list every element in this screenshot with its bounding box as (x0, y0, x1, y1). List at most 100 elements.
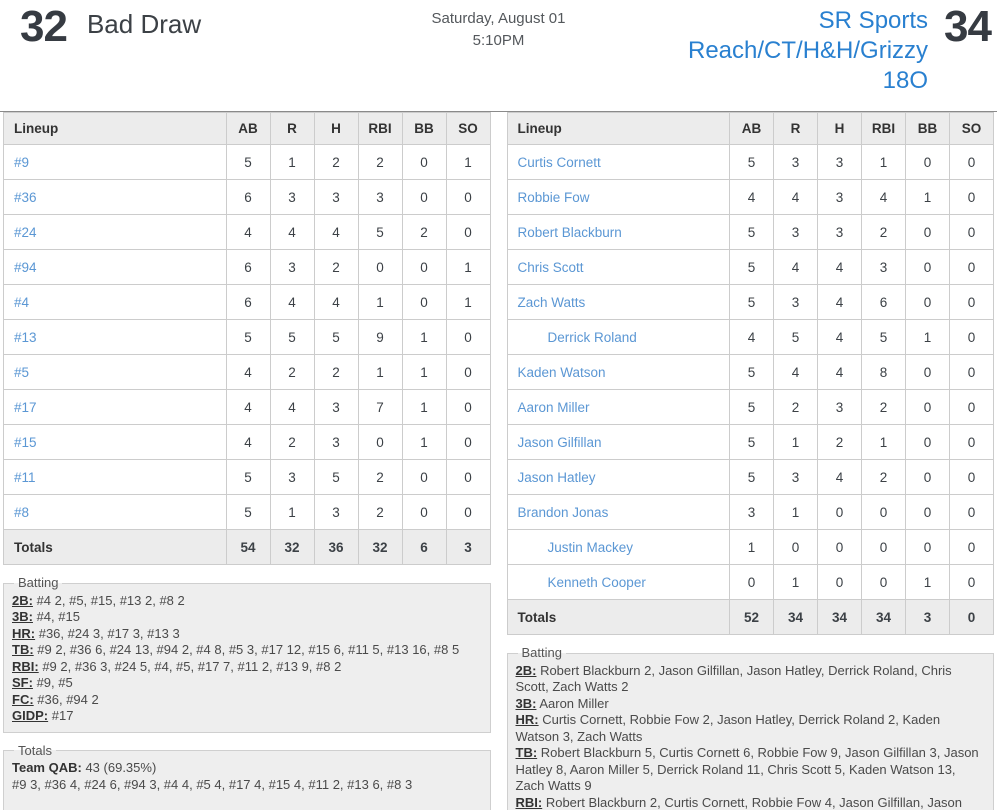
player-link[interactable]: Kaden Watson (517, 364, 606, 380)
player-link[interactable]: #15 (14, 434, 37, 450)
stat-cell: 1 (729, 529, 774, 565)
stat-cell: 0 (905, 284, 950, 320)
stat-cell: 0 (357, 424, 403, 460)
player-link[interactable]: #9 (14, 154, 30, 170)
player-name-cell: Robert Blackburn (506, 214, 730, 250)
player-name-cell: #36 (3, 179, 227, 215)
column-header-h: H (313, 112, 359, 145)
stat-cell: 5 (729, 214, 774, 250)
player-link[interactable]: Derrick Roland (547, 329, 637, 345)
player-link[interactable]: Aaron Miller (517, 399, 590, 415)
player-link[interactable]: Curtis Cornett (517, 154, 601, 170)
player-link[interactable]: #24 (14, 224, 37, 240)
stat-cell: 1 (445, 144, 491, 180)
player-name-cell: #15 (3, 424, 227, 460)
stat-cell: 2 (861, 459, 906, 495)
stat-cell: 0 (861, 494, 906, 530)
player-name-cell: #11 (3, 459, 227, 495)
totals-stat-cell: 34 (861, 599, 906, 635)
stat-cell: 0 (949, 214, 994, 250)
player-link[interactable]: #11 (14, 469, 36, 485)
player-link[interactable]: Robert Blackburn (517, 224, 622, 240)
stat-cell: 0 (861, 564, 906, 600)
player-link[interactable]: Robbie Fow (517, 189, 590, 205)
stat-cell: 5 (729, 144, 774, 180)
batting-stat-value: #9 2, #36 3, #24 5, #4, #5, #17 7, #11 2… (38, 658, 342, 674)
player-link[interactable]: Zach Watts (517, 294, 586, 310)
home-team-name-link[interactable]: SR Sports Reach/CT/H&H/Grizzy 18O (688, 7, 929, 94)
stat-cell: 1 (401, 424, 447, 460)
player-name-cell: Kaden Watson (506, 354, 730, 390)
box-score-area: Lineup AB R H RBI BB SO #9 5 1 2 2 0 1 #36 6 3 3 3 0 0 #24 4 4… (0, 111, 997, 810)
stat-cell: 4 (773, 354, 818, 390)
player-name-cell: Aaron Miller (506, 389, 730, 425)
player-link[interactable]: Justin Mackey (547, 539, 634, 555)
column-header-rbi: RBI (357, 112, 403, 145)
stat-cell: 1 (773, 564, 818, 600)
stat-cell: 5 (225, 144, 271, 180)
player-link[interactable]: #17 (14, 399, 37, 415)
stat-cell: 0 (445, 319, 491, 355)
totals-stat-cell: 36 (313, 529, 359, 565)
player-link[interactable]: #94 (14, 259, 37, 275)
batting-stat-value: #9 2, #36 6, #24 13, #94 2, #4 8, #5 3, … (33, 642, 460, 657)
home-batting-legend: Batting (521, 645, 562, 660)
player-name-cell: Curtis Cornett (506, 144, 730, 180)
stat-cell: 1 (269, 144, 315, 180)
player-link[interactable]: #5 (14, 364, 30, 380)
stat-cell: 0 (445, 354, 491, 390)
stat-cell: 2 (357, 144, 403, 180)
away-header-row: Lineup AB R H RBI BB SO (3, 112, 491, 145)
player-link[interactable]: #4 (14, 294, 30, 310)
batting-stat-value: #17 (48, 708, 74, 723)
stat-cell: 4 (729, 179, 774, 215)
column-header-r: R (773, 112, 818, 145)
stat-cell: 5 (773, 319, 818, 355)
stat-cell: 1 (445, 249, 491, 285)
stat-cell: 2 (269, 424, 315, 460)
totals-stat-cell: 34 (773, 599, 818, 635)
stat-cell: 0 (949, 424, 994, 460)
batting-stat-label: HR: (515, 712, 539, 727)
totals-stat-cell: 32 (269, 529, 315, 565)
player-link[interactable]: Jason Gilfillan (517, 434, 602, 450)
batting-stat-line: HR: #36, #24 3, #17 3, #13 3 (12, 626, 482, 643)
stat-cell: 1 (905, 319, 950, 355)
stat-cell: 3 (269, 179, 315, 215)
stat-cell: 4 (269, 284, 315, 320)
column-header-so: SO (445, 112, 491, 145)
column-header-h: H (817, 112, 862, 145)
player-row: #15 4 2 3 0 1 0 (3, 424, 491, 460)
stat-cell: 0 (949, 249, 994, 285)
stat-cell: 0 (905, 459, 950, 495)
stat-cell: 5 (313, 459, 359, 495)
stat-cell: 0 (949, 319, 994, 355)
player-name-cell: Robbie Fow (506, 179, 730, 215)
player-link[interactable]: Chris Scott (517, 259, 584, 275)
away-column: Lineup AB R H RBI BB SO #9 5 1 2 2 0 1 #36 6 3 3 3 0 0 #24 4 4… (3, 112, 491, 810)
batting-stat-line: GIDP: #17 (12, 708, 482, 725)
stat-cell: 0 (445, 459, 491, 495)
stat-cell: 2 (313, 249, 359, 285)
player-link[interactable]: Jason Hatley (517, 469, 596, 485)
stat-cell: 5 (729, 284, 774, 320)
player-link[interactable]: #36 (14, 189, 37, 205)
stat-cell: 4 (729, 319, 774, 355)
away-box-score-table: Lineup AB R H RBI BB SO #9 5 1 2 2 0 1 #36 6 3 3 3 0 0 #24 4 4… (3, 112, 491, 565)
player-name-cell: #94 (3, 249, 227, 285)
stat-cell: 4 (225, 214, 271, 250)
batting-stat-label: RBI: (12, 658, 39, 674)
player-link[interactable]: #8 (14, 504, 30, 520)
game-date: Saturday, August 01 (431, 10, 566, 27)
player-row: #4 6 4 4 1 0 1 (3, 284, 491, 320)
stat-cell: 3 (313, 389, 359, 425)
stat-cell: 5 (313, 319, 359, 355)
stat-cell: 6 (225, 284, 271, 320)
player-link[interactable]: Brandon Jonas (517, 504, 609, 520)
stat-cell: 3 (817, 179, 862, 215)
spacer (12, 793, 482, 809)
player-link[interactable]: #13 (14, 329, 37, 345)
stat-cell: 2 (817, 424, 862, 460)
away-batting-section: Batting 2B: #4 2, #5, #15, #13 2, #8 2 3B… (3, 575, 491, 733)
player-link[interactable]: Kenneth Cooper (547, 574, 646, 590)
